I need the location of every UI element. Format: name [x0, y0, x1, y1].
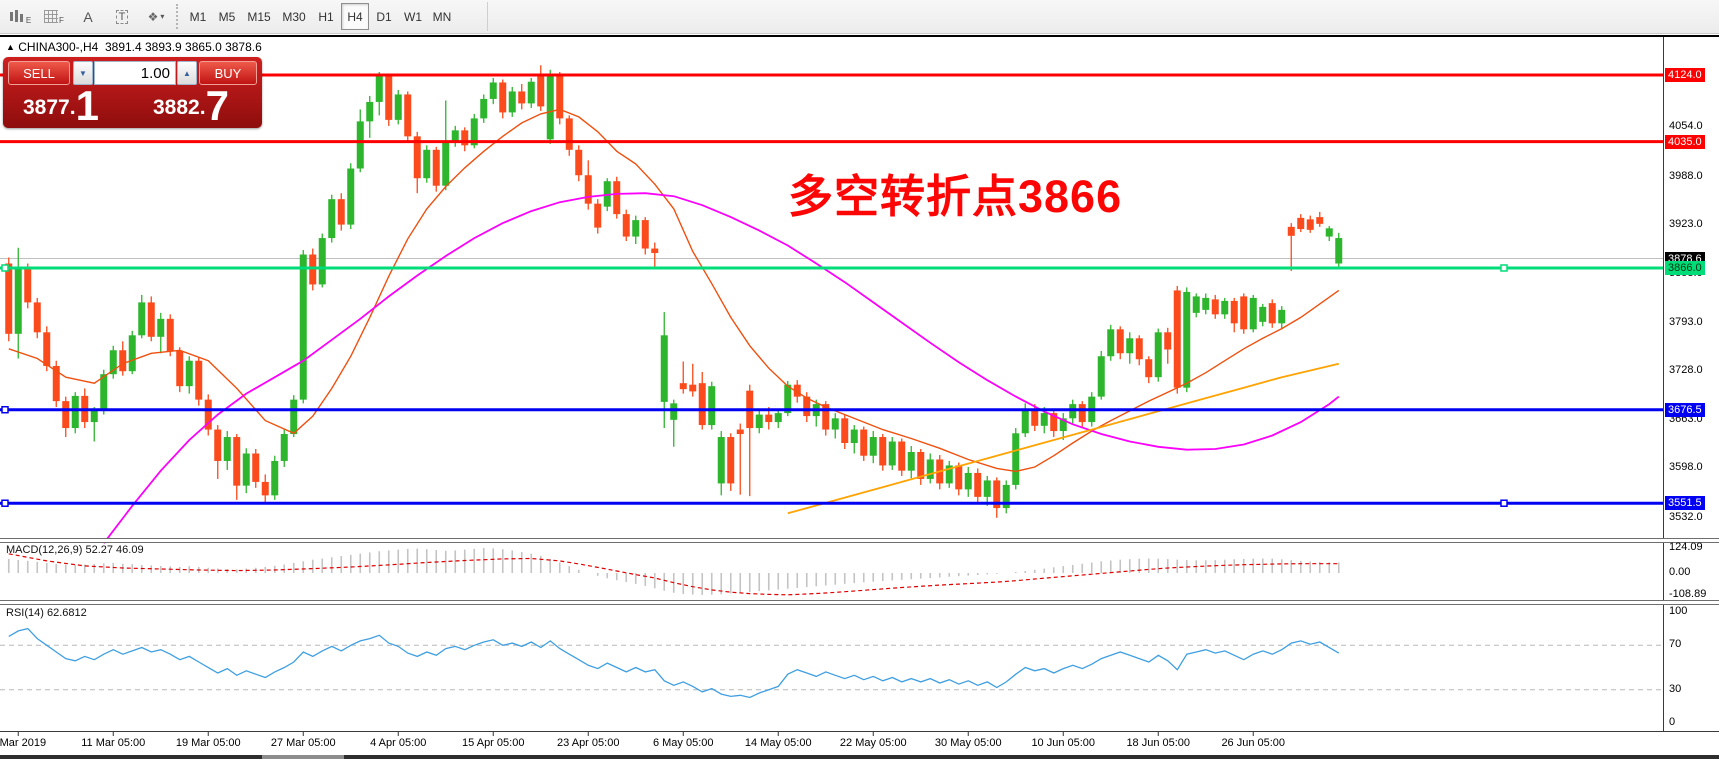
sell-button[interactable]: SELL: [8, 61, 70, 85]
date-tick-label: 1 Mar 2019: [0, 737, 47, 749]
rsi-tick: 30: [1669, 682, 1682, 695]
date-tick-label: 10 Jun 05:00: [1031, 737, 1096, 749]
timeframe-button-m30[interactable]: M30: [282, 9, 306, 24]
price-tick: 3532.0: [1669, 510, 1703, 523]
arrange-glyph: ❖: [147, 9, 159, 24]
price-tick: 3923.0: [1669, 218, 1703, 231]
symbol-ohlc-label: ▲ CHINA300-,H4 3891.4 3893.9 3865.0 3878…: [6, 40, 262, 54]
price-tick: 3598.0: [1669, 461, 1703, 474]
scrollbar-thumb[interactable]: [262, 755, 344, 759]
label-icon[interactable]: T: [106, 3, 138, 30]
macd-tick: 124.09: [1669, 540, 1703, 553]
ask-price[interactable]: 3882. 7: [153, 82, 229, 129]
volume-stepper: ▼ ▲: [73, 61, 197, 85]
ask-main-digits: 3882: [153, 96, 200, 119]
date-tick-label: 22 May 05:00: [839, 737, 907, 749]
volume-up-button[interactable]: ▲: [177, 61, 197, 85]
price-tick: 3988.0: [1669, 169, 1703, 182]
rsi-tick: 100: [1669, 605, 1688, 617]
bid-frac-digit: 1: [75, 82, 99, 129]
grid-icon[interactable]: F: [38, 3, 70, 30]
volume-input[interactable]: [94, 61, 176, 85]
date-tick-label: 23 Apr 05:00: [557, 737, 620, 749]
chart-text-annotation[interactable]: 多空转折点3866: [788, 171, 1123, 222]
text-icon[interactable]: A: [72, 3, 104, 30]
date-tick-label: 30 May 05:00: [934, 737, 1002, 749]
date-tick-label: 11 Mar 05:00: [81, 737, 146, 749]
ohlc-values: 3891.4 3893.9 3865.0 3878.6: [104, 40, 262, 54]
price-tick: 3728.0: [1669, 364, 1703, 377]
date-tick-label: 18 Jun 05:00: [1126, 737, 1191, 749]
timeframe-button-m15[interactable]: M15: [247, 9, 271, 24]
price-badge-support: 3676.5: [1665, 402, 1705, 417]
date-tick-label: 15 Apr 05:00: [462, 737, 525, 749]
bid-main-digits: 3877: [23, 96, 70, 119]
rsi-indicator-label: RSI(14) 62.6812: [6, 607, 87, 619]
one-click-trading-widget: SELL ▼ ▲ BUY 3877.1 3882.7: [3, 57, 262, 128]
timeframe-button-m5[interactable]: M5: [218, 9, 236, 24]
collapse-icon[interactable]: ▲: [6, 42, 15, 52]
bid-price[interactable]: 3877. 1: [23, 82, 99, 129]
chart-canvas[interactable]: [0, 0, 1664, 755]
macd-tick: -108.89: [1669, 587, 1707, 600]
label-glyph: T: [115, 9, 129, 24]
text-glyph: A: [83, 8, 93, 25]
price-badge-resistance: 4124.0: [1665, 68, 1705, 82]
buy-button[interactable]: BUY: [199, 61, 257, 85]
timeframe-button-h4[interactable]: H4: [341, 3, 369, 30]
timeframe-button-w1[interactable]: W1: [404, 9, 422, 24]
time-axis-border: [0, 731, 1719, 732]
toolbar-separator[interactable]: [176, 4, 181, 29]
price-axis-border: [1663, 37, 1664, 731]
arrange-icon[interactable]: ❖ ▾: [140, 3, 172, 30]
grid-glyph: [44, 10, 59, 23]
macd-panel-separator[interactable]: [0, 538, 1719, 543]
timeframe-button-mn[interactable]: MN: [432, 9, 452, 24]
rsi-tick: 0: [1669, 716, 1676, 728]
window-bottom-edge: [0, 755, 1719, 759]
price-tick: 3793.0: [1669, 315, 1703, 328]
bid-dot: .: [69, 96, 76, 119]
rsi-tick: 70: [1669, 638, 1682, 651]
chevron-down-icon: ▾: [160, 12, 165, 21]
volume-down-button[interactable]: ▼: [73, 61, 93, 85]
date-tick-label: 26 Jun 05:00: [1221, 737, 1286, 749]
date-tick-label: 27 Mar 05:00: [270, 737, 336, 749]
price-badge-pivot: 3866.0: [1665, 260, 1705, 275]
date-tick-label: 19 Mar 05:00: [175, 737, 241, 749]
timeframe-button-m1[interactable]: M1: [189, 9, 207, 24]
price-badge-resistance: 4035.0: [1665, 134, 1705, 149]
macd-indicator-label: MACD(12,26,9) 52.27 46.09: [6, 544, 144, 556]
price-badge-support: 3551.5: [1665, 496, 1705, 511]
chart-window-border: [0, 35, 1719, 37]
date-tick-label: 4 Apr 05:00: [370, 737, 427, 749]
toolbar: E F A T ❖ ▾ M1 M5 M15 M30 H1 H4 D1 W1 MN: [0, 0, 1719, 34]
chart-tools-icon[interactable]: E: [4, 3, 36, 30]
ask-dot: .: [199, 96, 206, 119]
ask-frac-digit: 7: [205, 82, 229, 129]
price-tick: 4054.0: [1669, 120, 1703, 133]
icon-sub-label: F: [59, 16, 64, 25]
candlestick-icon: [9, 9, 25, 25]
rsi-panel-separator[interactable]: [0, 600, 1719, 605]
timeframe-button-d1[interactable]: D1: [376, 9, 392, 24]
macd-tick: 0.00: [1669, 566, 1691, 578]
timeframe-button-h1[interactable]: H1: [318, 9, 334, 24]
date-tick-label: 14 May 05:00: [744, 737, 812, 749]
date-tick-label: 6 May 05:00: [652, 737, 714, 749]
toolbar-divider: [487, 2, 488, 31]
icon-sub-label: E: [25, 16, 32, 25]
symbol-name: CHINA300-,H4: [18, 40, 99, 54]
